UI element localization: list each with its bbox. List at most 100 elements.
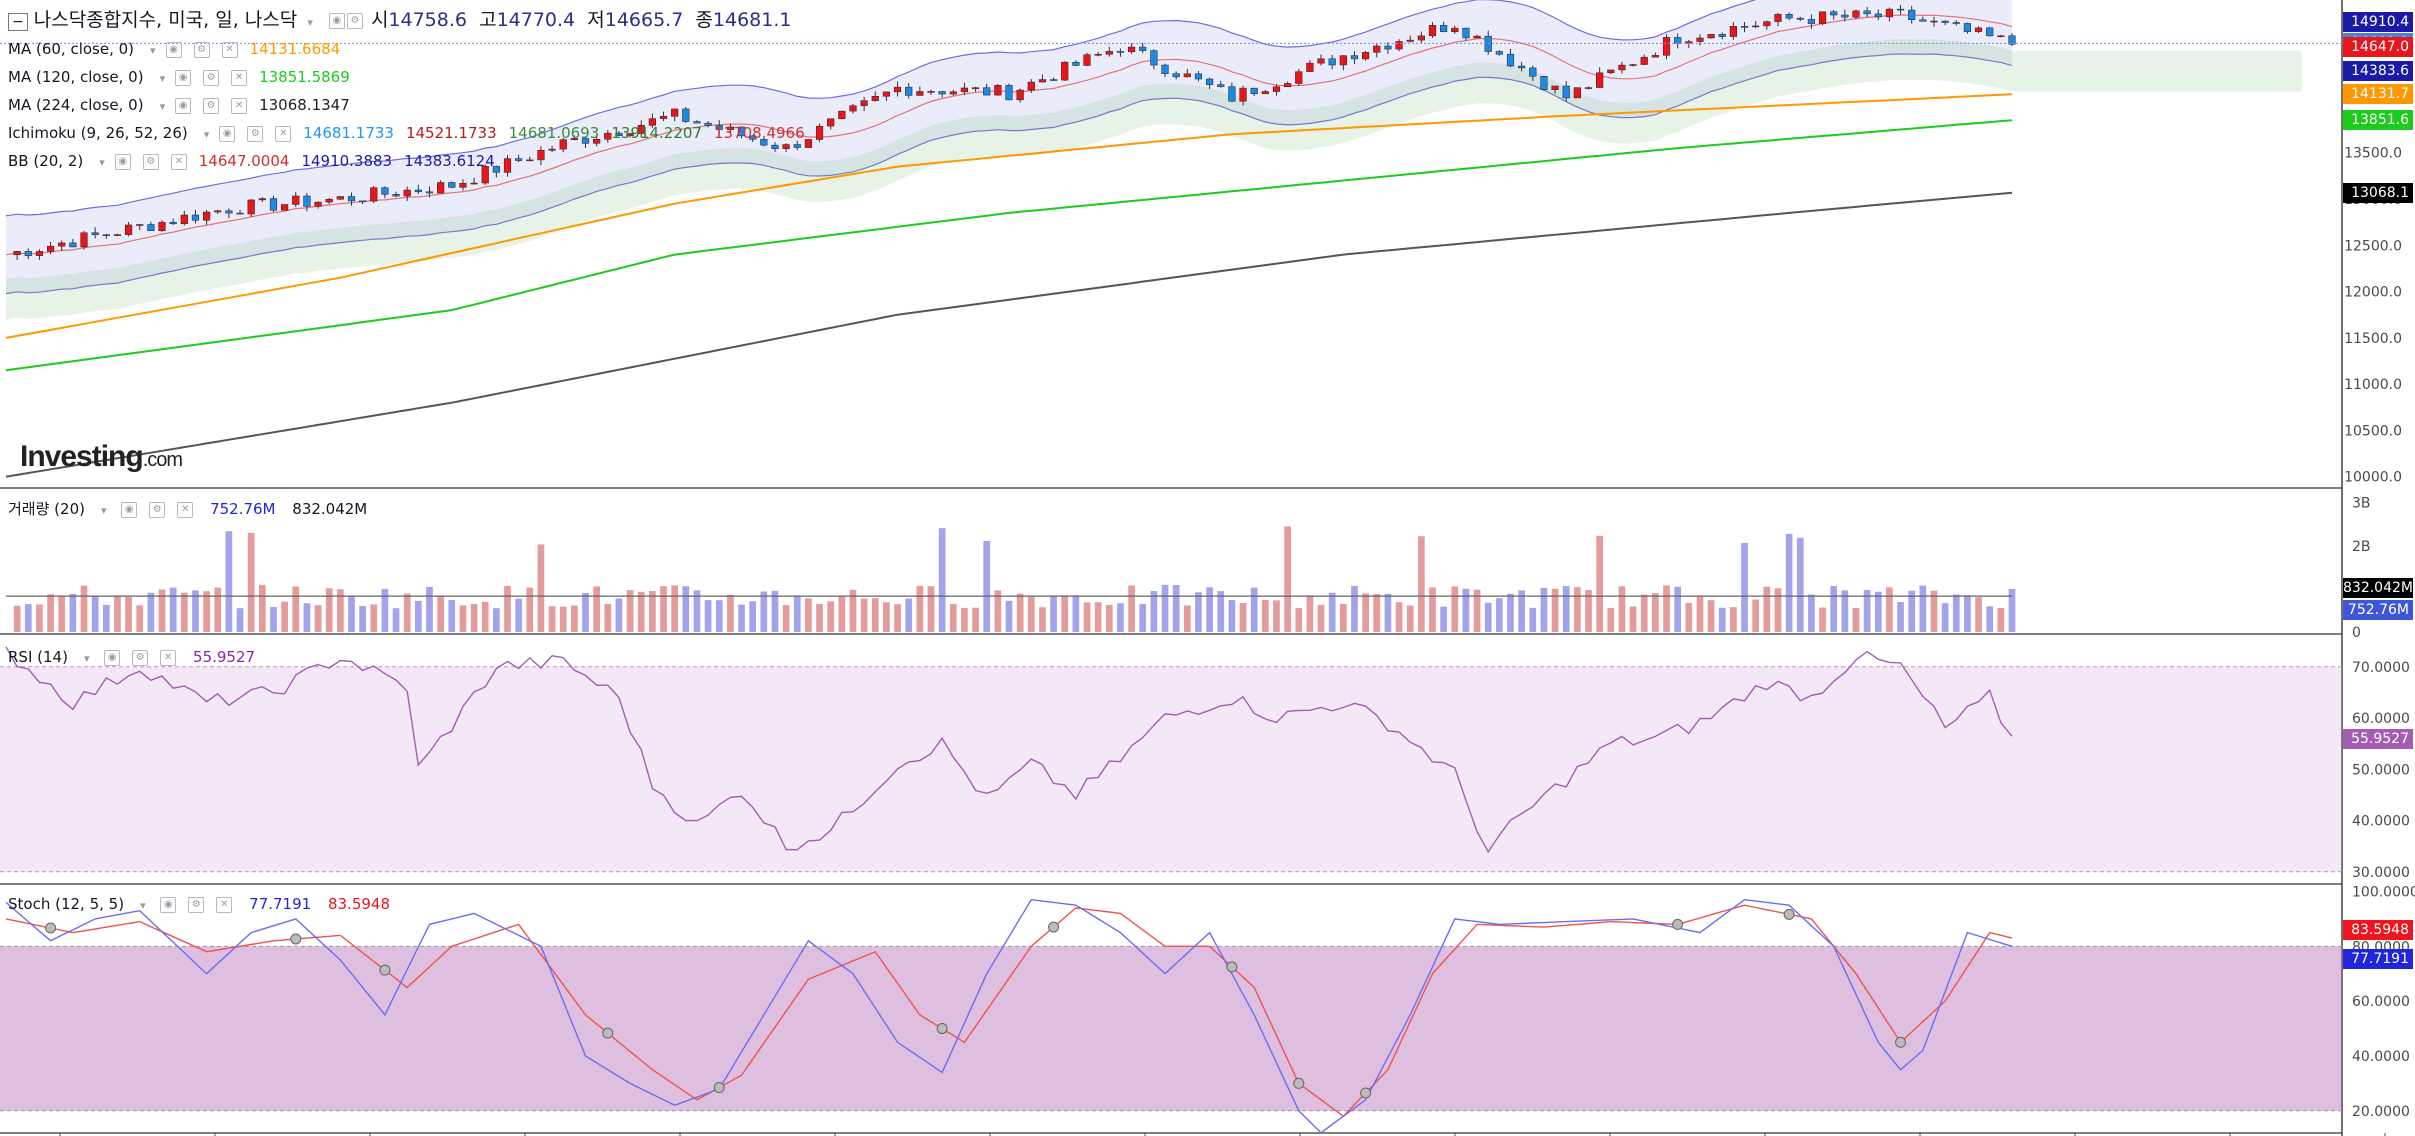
volume-bar bbox=[481, 601, 489, 632]
candle-body bbox=[537, 150, 545, 161]
value-tag: 752.76M bbox=[2343, 599, 2413, 620]
indicator-value: 13708.4966 bbox=[713, 124, 805, 142]
volume-bar bbox=[1050, 596, 1057, 632]
rsi-legend: RSI (14) ▾ ◉ ⚙ ✕ 55.9527 bbox=[8, 648, 267, 666]
indicator-name[interactable]: Ichimoku (9, 26, 52, 26) bbox=[8, 124, 188, 142]
eye-icon[interactable]: ◉ bbox=[114, 153, 131, 170]
candle-body bbox=[1417, 35, 1425, 41]
volume-bar bbox=[1830, 586, 1838, 632]
volume-bar bbox=[927, 586, 935, 632]
candle-body bbox=[113, 234, 122, 236]
volume-bar bbox=[905, 598, 913, 632]
candle-body bbox=[1674, 37, 1682, 44]
eye-icon[interactable]: ◉ bbox=[175, 69, 192, 86]
close-icon[interactable]: ✕ bbox=[160, 649, 177, 666]
candle-body bbox=[1228, 86, 1236, 102]
indicator-row: BB (20, 2) ▾ ◉ ⚙ ✕ 14647.0004 14910.3883 14383.… bbox=[8, 152, 507, 170]
symbol-title[interactable]: 나스닥종합지수, 미국, 일, 나스닥 bbox=[33, 9, 298, 31]
indicator-name[interactable]: MA (60, close, 0) bbox=[8, 40, 135, 58]
collapse-icon[interactable]: − bbox=[8, 13, 28, 31]
chevron-down-icon[interactable]: ▾ bbox=[159, 100, 166, 113]
settings-icon[interactable]: ⚙ bbox=[193, 41, 210, 58]
volume-bar bbox=[1852, 607, 1860, 632]
close-icon[interactable]: ✕ bbox=[275, 125, 292, 142]
volume-bar bbox=[281, 601, 288, 632]
volume-bar bbox=[1674, 586, 1682, 632]
candle-body bbox=[1127, 46, 1136, 53]
settings-icon[interactable]: ⚙ bbox=[203, 97, 220, 114]
indicator-name[interactable]: BB (20, 2) bbox=[8, 152, 84, 170]
eye-icon[interactable]: ◉ bbox=[165, 41, 182, 58]
rsi-value: 55.9527 bbox=[193, 648, 256, 666]
volume-bar bbox=[526, 587, 534, 632]
stoch-title[interactable]: Stoch (12, 5, 5) bbox=[8, 895, 125, 913]
candle-body bbox=[548, 148, 556, 151]
chevron-down-icon[interactable]: ▾ bbox=[307, 16, 313, 29]
candle-body bbox=[1440, 25, 1448, 33]
candle-body bbox=[1384, 45, 1392, 50]
eye-icon[interactable]: ◉ bbox=[121, 501, 138, 518]
rsi-title[interactable]: RSI (14) bbox=[8, 648, 68, 666]
candle-body bbox=[581, 138, 590, 144]
volume-bar bbox=[203, 591, 210, 632]
volume-bar bbox=[593, 586, 600, 632]
symbol-header: − 나스닥종합지수, 미국, 일, 나스닥 ▾ ◉ ⚙ 시14758.6 고147… bbox=[8, 10, 791, 33]
close-icon[interactable]: ✕ bbox=[170, 153, 187, 170]
volume-bar bbox=[1886, 587, 1893, 632]
candle-body bbox=[1495, 51, 1503, 55]
chevron-down-icon[interactable]: ▾ bbox=[83, 652, 90, 665]
price-axis-tick: 12000.0 bbox=[2344, 285, 2402, 301]
candle-body bbox=[905, 86, 913, 96]
value-tag: 14910.4 bbox=[2343, 12, 2413, 33]
eye-icon[interactable]: ◉ bbox=[328, 12, 345, 29]
close-icon[interactable]: ✕ bbox=[231, 97, 248, 114]
volume-bar bbox=[1094, 602, 1102, 632]
settings-icon[interactable]: ⚙ bbox=[132, 649, 149, 666]
chevron-down-icon[interactable]: ▾ bbox=[150, 44, 156, 57]
candle-body bbox=[927, 91, 935, 93]
candle-body bbox=[281, 204, 289, 211]
chevron-down-icon[interactable]: ▾ bbox=[99, 156, 105, 169]
chevron-down-icon[interactable]: ▾ bbox=[100, 504, 107, 517]
rsi-axis-tick: 50.0000 bbox=[2352, 762, 2410, 778]
volume-bar bbox=[582, 593, 589, 632]
volume-bar bbox=[1718, 607, 1726, 632]
settings-icon[interactable]: ⚙ bbox=[142, 153, 159, 170]
eye-icon[interactable]: ◉ bbox=[160, 896, 177, 913]
eye-icon[interactable]: ◉ bbox=[219, 125, 236, 142]
indicator-row: Ichimoku (9, 26, 52, 26) ▾ ◉ ⚙ ✕ 14681.1733 14… bbox=[8, 124, 817, 142]
chevron-down-icon[interactable]: ▾ bbox=[140, 899, 146, 912]
candle-body bbox=[269, 198, 278, 211]
indicator-name[interactable]: MA (120, close, 0) bbox=[8, 68, 144, 86]
candle-body bbox=[147, 224, 155, 232]
candle-body bbox=[815, 125, 824, 140]
candle-body bbox=[180, 214, 188, 225]
close-icon[interactable]: ✕ bbox=[221, 41, 238, 58]
settings-icon[interactable]: ⚙ bbox=[247, 125, 264, 142]
close-icon[interactable]: ✕ bbox=[231, 69, 248, 86]
volume-bar bbox=[1663, 585, 1670, 632]
chevron-down-icon[interactable]: ▾ bbox=[159, 72, 166, 85]
volume-axis-tick: 3B bbox=[2352, 496, 2371, 512]
settings-icon[interactable]: ⚙ bbox=[149, 501, 166, 518]
volume-bar bbox=[1574, 587, 1581, 632]
volume-bar bbox=[715, 600, 723, 632]
candle-body bbox=[1239, 87, 1247, 102]
volume-title[interactable]: 거래량 (20) bbox=[8, 500, 85, 518]
close-icon[interactable]: ✕ bbox=[177, 501, 194, 518]
volume-bar bbox=[994, 590, 1002, 632]
eye-icon[interactable]: ◉ bbox=[104, 649, 121, 666]
volume-bar bbox=[36, 604, 43, 632]
volume-bar bbox=[1629, 606, 1637, 632]
candle-body bbox=[1818, 11, 1827, 24]
candle-body bbox=[414, 189, 422, 193]
close-icon[interactable]: ✕ bbox=[216, 896, 233, 913]
chevron-down-icon[interactable]: ▾ bbox=[203, 128, 210, 141]
settings-icon[interactable]: ⚙ bbox=[203, 69, 220, 86]
eye-icon[interactable]: ◉ bbox=[175, 97, 192, 114]
settings-icon[interactable]: ⚙ bbox=[346, 12, 363, 29]
settings-icon[interactable]: ⚙ bbox=[188, 896, 205, 913]
indicator-name[interactable]: MA (224, close, 0) bbox=[8, 96, 144, 114]
candle-body bbox=[1139, 46, 1147, 51]
